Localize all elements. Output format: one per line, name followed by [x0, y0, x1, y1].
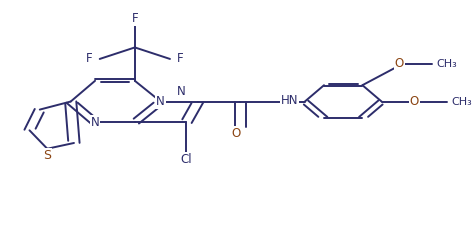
- Text: O: O: [394, 57, 403, 70]
- Text: N: N: [156, 95, 165, 108]
- Text: F: F: [86, 52, 92, 65]
- Text: F: F: [131, 12, 138, 25]
- Text: O: O: [409, 95, 418, 108]
- Text: F: F: [177, 52, 183, 65]
- Text: N: N: [177, 85, 186, 98]
- Text: CH₃: CH₃: [435, 58, 456, 69]
- Text: HN: HN: [280, 94, 298, 107]
- Text: Cl: Cl: [180, 153, 192, 166]
- Text: S: S: [43, 149, 51, 162]
- Text: CH₃: CH₃: [450, 96, 471, 106]
- Text: N: N: [90, 116, 99, 129]
- Text: O: O: [230, 127, 239, 140]
